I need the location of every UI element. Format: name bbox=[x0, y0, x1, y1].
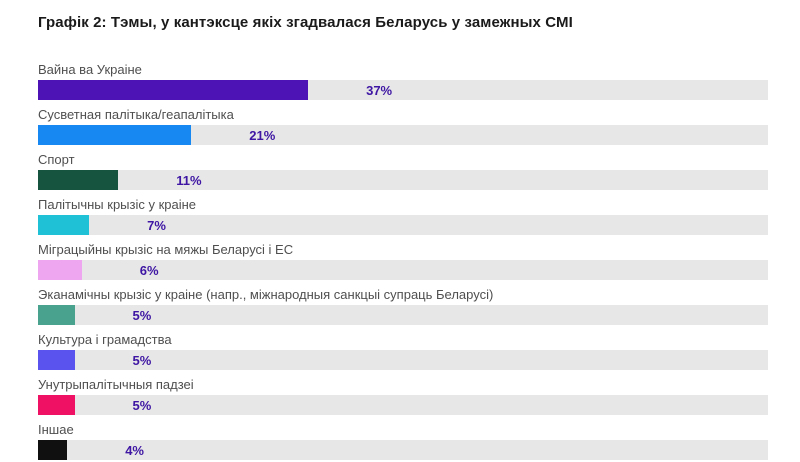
bar-track: 4% bbox=[38, 440, 768, 460]
bar-row: Іншае 4% bbox=[38, 422, 768, 460]
bar bbox=[38, 305, 75, 325]
category-label: Унутрыпалітычныя падзеі bbox=[38, 377, 194, 392]
bar-row: Унутрыпалітычныя падзеі 5% bbox=[38, 377, 768, 415]
value-label: 6% bbox=[139, 262, 159, 278]
value-label: 7% bbox=[147, 217, 166, 233]
bar bbox=[38, 80, 309, 100]
bar-track: 37% bbox=[38, 80, 768, 100]
value-label: 37% bbox=[366, 82, 393, 98]
bar bbox=[38, 350, 75, 370]
bar-row: Эканамічны крызіс у краіне (напр., міжна… bbox=[38, 287, 768, 325]
bar bbox=[38, 260, 82, 280]
bar-row: Спорт 11% bbox=[38, 152, 768, 190]
category-label: Палітычны крызіс у краіне bbox=[38, 197, 197, 212]
bar bbox=[38, 395, 75, 415]
value-label: 11% bbox=[176, 172, 202, 188]
bar-track: 11% bbox=[38, 170, 768, 190]
category-label: Сусветная палітыка/геапалітыка bbox=[38, 107, 234, 122]
bar-track: 7% bbox=[38, 215, 768, 235]
value-label: 21% bbox=[249, 127, 276, 143]
value-label: 5% bbox=[132, 352, 152, 368]
category-label: Іншае bbox=[38, 422, 74, 437]
bar-track: 5% bbox=[38, 395, 768, 415]
value-label: 5% bbox=[132, 397, 152, 413]
value-label: 4% bbox=[125, 442, 144, 458]
category-label: Культура і грамадства bbox=[38, 332, 172, 347]
bar bbox=[38, 215, 90, 235]
category-label: Эканамічны крызіс у краіне (напр., міжна… bbox=[38, 287, 494, 302]
bar-row: Палітычны крызіс у краіне 7% bbox=[38, 197, 768, 235]
bar-row: Сусветная палітыка/геапалітыка 21% bbox=[38, 107, 768, 145]
category-label: Спорт bbox=[38, 152, 75, 167]
value-label: 5% bbox=[132, 307, 152, 323]
bar-row: Вайна ва Украіне 37% bbox=[38, 62, 768, 100]
bar-track: 6% bbox=[38, 260, 768, 280]
bar-track: 5% bbox=[38, 305, 768, 325]
bar-track: 21% bbox=[38, 125, 768, 145]
bar-row: Культура і грамадства 5% bbox=[38, 332, 768, 370]
category-label: Вайна ва Украіне bbox=[38, 62, 142, 77]
chart-title: Графік 2: Тэмы, у кантэксце якіх згадвал… bbox=[38, 14, 573, 31]
bar bbox=[38, 125, 192, 145]
bar-track: 5% bbox=[38, 350, 768, 370]
category-label: Міграцыйны крызіс на мяжы Беларусі і ЕС bbox=[38, 242, 294, 257]
bar bbox=[38, 440, 68, 460]
bar-row: Міграцыйны крызіс на мяжы Беларусі і ЕС 6… bbox=[38, 242, 768, 280]
bar bbox=[38, 170, 119, 190]
bar-chart: Вайна ва Украіне 37% Сусветная палітыка/ге… bbox=[38, 62, 768, 460]
